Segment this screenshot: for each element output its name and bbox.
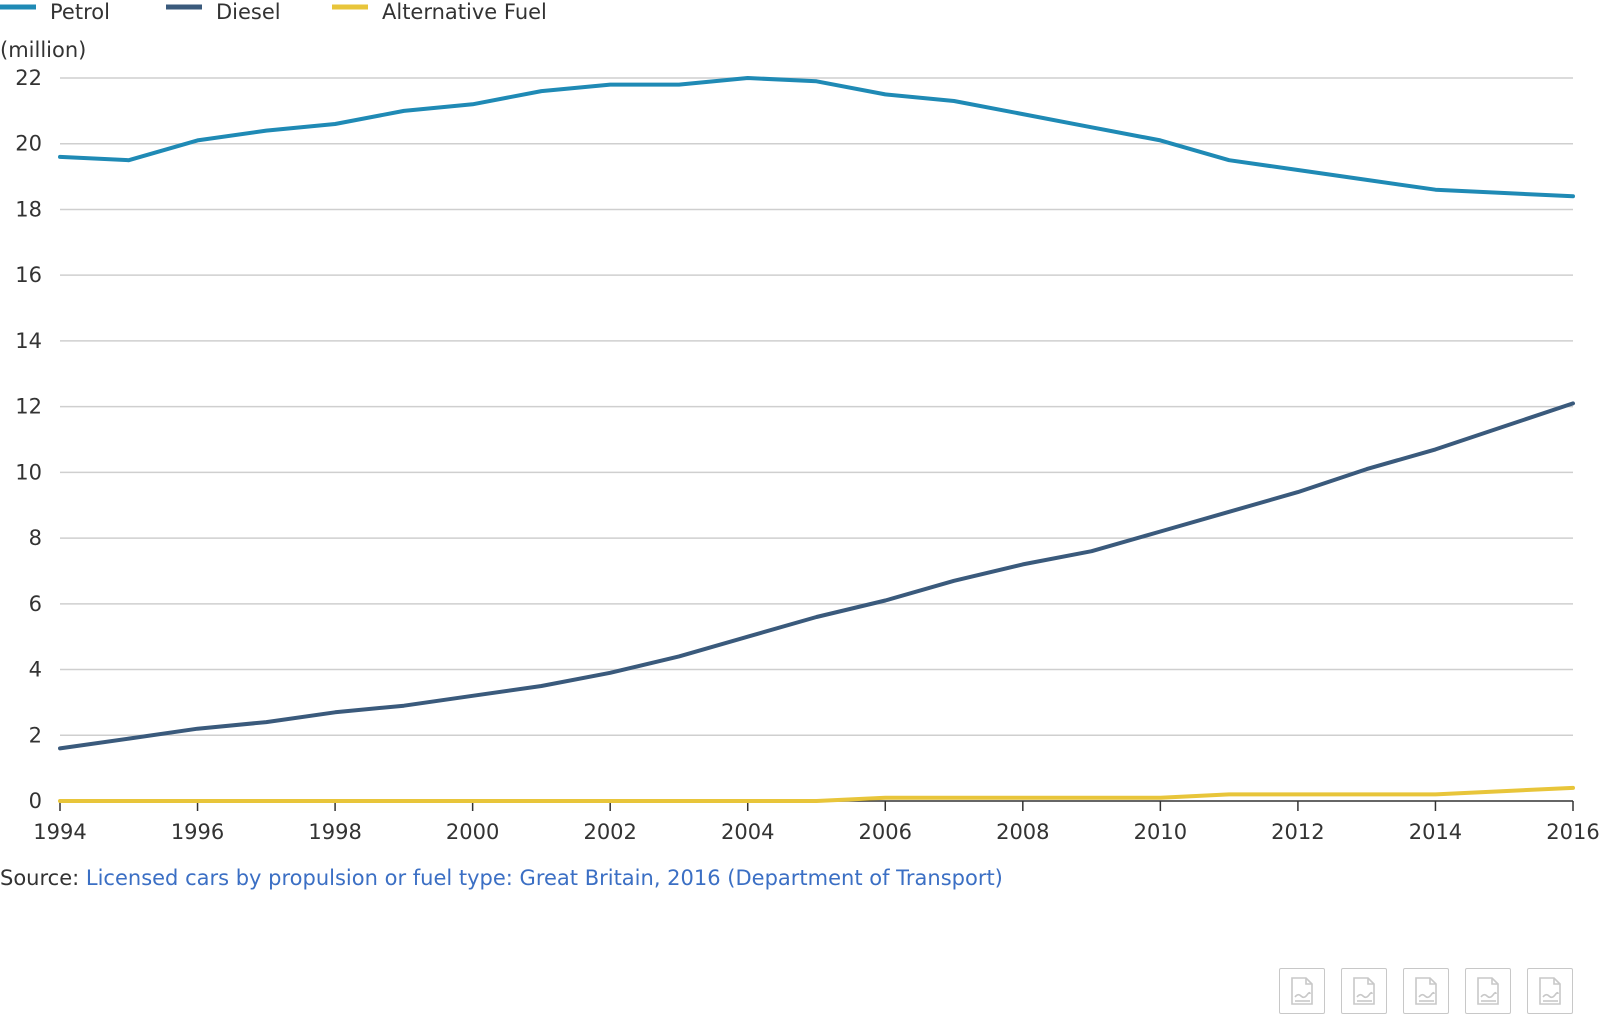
export-toolbar (1279, 968, 1573, 1018)
y-tick-label: 22 (15, 66, 42, 90)
y-axis-ticks: 0 2 4 6 8 10 12 14 16 18 20 22 (15, 66, 42, 813)
legend-label: Alternative Fuel (382, 0, 547, 24)
x-tick-label: 2014 (1409, 820, 1462, 844)
y-tick-label: 20 (15, 132, 42, 156)
source-note: Source: Licensed cars by propulsion or f… (0, 866, 1003, 890)
x-tick-label: 1994 (33, 820, 86, 844)
y-tick-label: 12 (15, 395, 42, 419)
y-tick-label: 8 (29, 526, 42, 550)
y-axis-label: (million) (0, 38, 86, 62)
source-prefix: Source: (0, 866, 86, 890)
x-tick-label: 2008 (996, 820, 1049, 844)
export-image-icon (1353, 977, 1375, 1005)
y-tick-label: 14 (15, 329, 42, 353)
export-button[interactable] (1341, 968, 1387, 1014)
x-tick-label: 2012 (1271, 820, 1324, 844)
export-image-icon (1477, 977, 1499, 1005)
export-button[interactable] (1527, 968, 1573, 1014)
y-tick-label: 18 (15, 197, 42, 221)
export-button[interactable] (1279, 968, 1325, 1014)
x-tick-label: 2016 (1546, 820, 1599, 844)
x-tick-label: 1996 (171, 820, 224, 844)
x-tick-label: 2002 (583, 820, 636, 844)
series-lines (58, 76, 1575, 803)
export-image-icon (1291, 977, 1313, 1005)
y-tick-label: 10 (15, 460, 42, 484)
export-image-icon (1415, 977, 1437, 1005)
y-tick-label: 4 (29, 658, 42, 682)
legend-label: Petrol (50, 0, 110, 24)
y-tick-label: 2 (29, 723, 42, 747)
x-tick-label: 2000 (446, 820, 499, 844)
y-tick-label: 6 (29, 592, 42, 616)
series-line-alternative-fuel (58, 785, 1575, 803)
y-tick-label: 0 (29, 789, 42, 813)
x-tick-label: 2004 (721, 820, 774, 844)
source-link[interactable]: Licensed cars by propulsion or fuel type… (85, 866, 1003, 890)
x-axis: 1994 1996 1998 2000 2002 2004 2006 2008 2010 2012… (33, 800, 1600, 844)
export-image-icon (1539, 977, 1561, 1005)
gridlines (60, 77, 1573, 737)
x-tick-label: 2010 (1134, 820, 1187, 844)
legend-label: Diesel (216, 0, 281, 24)
y-tick-label: 16 (15, 263, 42, 287)
series-line-petrol (58, 76, 1575, 199)
export-button[interactable] (1465, 968, 1511, 1014)
legend: Petrol Diesel Alternative Fuel (0, 0, 547, 24)
x-tick-label: 1998 (308, 820, 361, 844)
x-tick-label: 2006 (859, 820, 912, 844)
export-button[interactable] (1403, 968, 1449, 1014)
series-line-diesel (58, 401, 1575, 751)
